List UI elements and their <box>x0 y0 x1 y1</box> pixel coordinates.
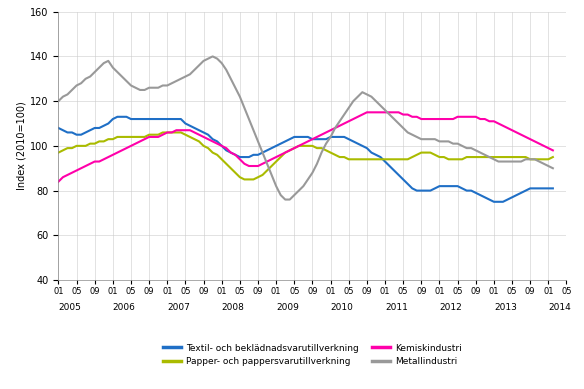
Text: 2009: 2009 <box>276 303 299 312</box>
Text: 2008: 2008 <box>222 303 245 312</box>
Text: 2006: 2006 <box>113 303 135 312</box>
Text: 2005: 2005 <box>58 303 81 312</box>
Text: 2010: 2010 <box>331 303 353 312</box>
Text: 2014: 2014 <box>548 303 571 312</box>
Text: 2011: 2011 <box>385 303 408 312</box>
Text: 2013: 2013 <box>494 303 517 312</box>
Text: 2007: 2007 <box>167 303 190 312</box>
Text: 2012: 2012 <box>439 303 462 312</box>
Y-axis label: Index (2010=100): Index (2010=100) <box>16 102 26 190</box>
Legend: Textil- och beklädnadsvarutillverkning, Papper- och pappersvarutillverkning, Kem: Textil- och beklädnadsvarutillverkning, … <box>164 343 461 366</box>
